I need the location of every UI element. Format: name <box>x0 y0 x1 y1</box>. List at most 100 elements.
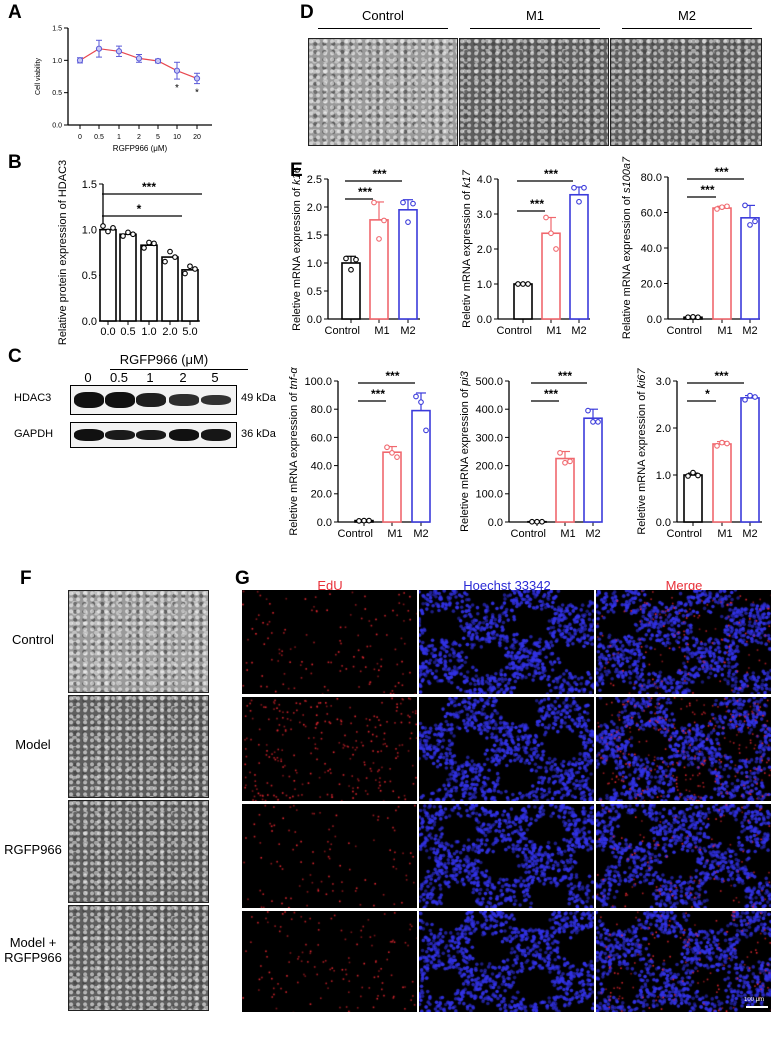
data-point <box>376 236 382 242</box>
data-point <box>348 266 354 273</box>
y-tick-label: 60.0 <box>311 432 332 444</box>
significance-label: * <box>137 202 142 216</box>
y-tick-label: 1.5 <box>52 25 62 32</box>
data-point <box>381 217 387 224</box>
data-point <box>389 450 395 456</box>
data-point <box>548 230 554 237</box>
x-tick-label: M2 <box>742 528 757 540</box>
data-point <box>714 206 720 212</box>
data-point <box>543 214 549 221</box>
x-tick-label: M2 <box>742 325 757 337</box>
micrograph-3 <box>68 905 209 1011</box>
significance-star: * <box>175 83 179 94</box>
y-tick-label: 1.0 <box>477 279 492 291</box>
hoechst-image <box>419 804 594 908</box>
micrograph-control <box>308 38 458 146</box>
significance-label: * <box>705 387 710 401</box>
bar <box>740 217 760 320</box>
data-point <box>515 281 521 287</box>
significance-label: *** <box>544 387 558 401</box>
y-tick-label: 40.0 <box>641 243 662 255</box>
d-col-line <box>318 28 448 29</box>
bar <box>369 219 389 320</box>
y-tick-label: 1.0 <box>656 470 671 482</box>
data-point <box>752 218 758 225</box>
data-point <box>685 314 691 321</box>
data-point <box>192 266 198 272</box>
y-tick-label: 100.0 <box>475 489 503 501</box>
blot-lane-label: 2 <box>179 370 187 385</box>
bar <box>583 417 603 523</box>
y-axis-label: Reletive mRNA expression of tnf-α <box>288 367 300 536</box>
y-tick-label: 4.0 <box>477 174 492 186</box>
data-point <box>525 281 531 287</box>
x-tick-label: Control <box>325 325 360 337</box>
bar <box>181 269 199 322</box>
blot-band <box>169 429 199 441</box>
merge-image <box>596 804 771 908</box>
panel-label-g: G <box>235 568 250 589</box>
blot-lane-label: 0.5 <box>109 370 129 385</box>
data-point <box>752 394 758 400</box>
y-tick-label: 0.0 <box>317 517 332 529</box>
bar <box>683 474 703 523</box>
data-point <box>562 459 568 466</box>
y-axis-label: Relative mRNA expression of s100a7 <box>621 156 633 339</box>
y-tick-label: 20.0 <box>641 278 662 290</box>
micrograph-m2 <box>610 38 762 146</box>
y-tick-label: 1.0 <box>307 258 322 270</box>
blot-band <box>169 394 199 406</box>
significance-label: *** <box>558 369 572 383</box>
y-tick-label: 40.0 <box>311 460 332 472</box>
data-point <box>690 314 696 320</box>
bar <box>513 283 533 320</box>
bar <box>712 443 732 523</box>
x-tick-label: Control <box>338 528 373 540</box>
data-point <box>371 199 377 206</box>
micrograph-2 <box>68 800 209 903</box>
data-point <box>172 254 178 260</box>
hoechst-image <box>419 911 594 1012</box>
bar <box>712 207 732 320</box>
y-tick-label: 400.0 <box>475 404 503 416</box>
data-point <box>567 458 573 465</box>
bar <box>569 193 589 320</box>
series-line <box>79 48 198 79</box>
data-point <box>557 450 563 456</box>
blot-hdac3 <box>70 385 237 415</box>
y-axis-label: Cell viability <box>35 58 42 95</box>
panel-label-f: F <box>20 568 32 589</box>
data-point <box>724 440 730 447</box>
bar <box>411 409 431 523</box>
y-tick-label: 0.0 <box>82 316 97 328</box>
x-tick-label: 0 <box>78 134 82 141</box>
f-row-label: Control <box>12 632 54 647</box>
y-tick-label: 3.0 <box>477 209 492 221</box>
data-point <box>413 393 419 400</box>
bar <box>740 397 760 523</box>
data-point <box>534 518 540 525</box>
significance-label: *** <box>358 185 372 199</box>
data-point <box>576 198 582 205</box>
y-tick-label: 2.0 <box>307 202 322 214</box>
data-point <box>167 248 173 255</box>
data-point <box>747 392 753 399</box>
edu-image <box>242 590 417 694</box>
g-col-hoechst: Hoechst 33342 <box>463 578 551 593</box>
data-point <box>361 517 367 524</box>
significance-label: *** <box>372 167 386 181</box>
y-tick-label: 1.5 <box>82 179 97 191</box>
data-point <box>539 518 545 525</box>
data-point <box>529 518 535 525</box>
y-tick-label: 0.0 <box>647 314 662 326</box>
y-tick-label: 2.0 <box>477 244 492 256</box>
y-tick-label: 20.0 <box>311 489 332 501</box>
data-point <box>343 255 349 262</box>
blot-band <box>201 429 231 441</box>
x-tick-label: M1 <box>717 528 732 540</box>
x-axis-label: RGFP966 (μM) <box>113 144 168 153</box>
data-point <box>714 443 720 449</box>
micrograph-0 <box>68 590 209 693</box>
y-tick-label: 0.5 <box>52 90 62 97</box>
x-tick-label: M2 <box>585 528 600 540</box>
